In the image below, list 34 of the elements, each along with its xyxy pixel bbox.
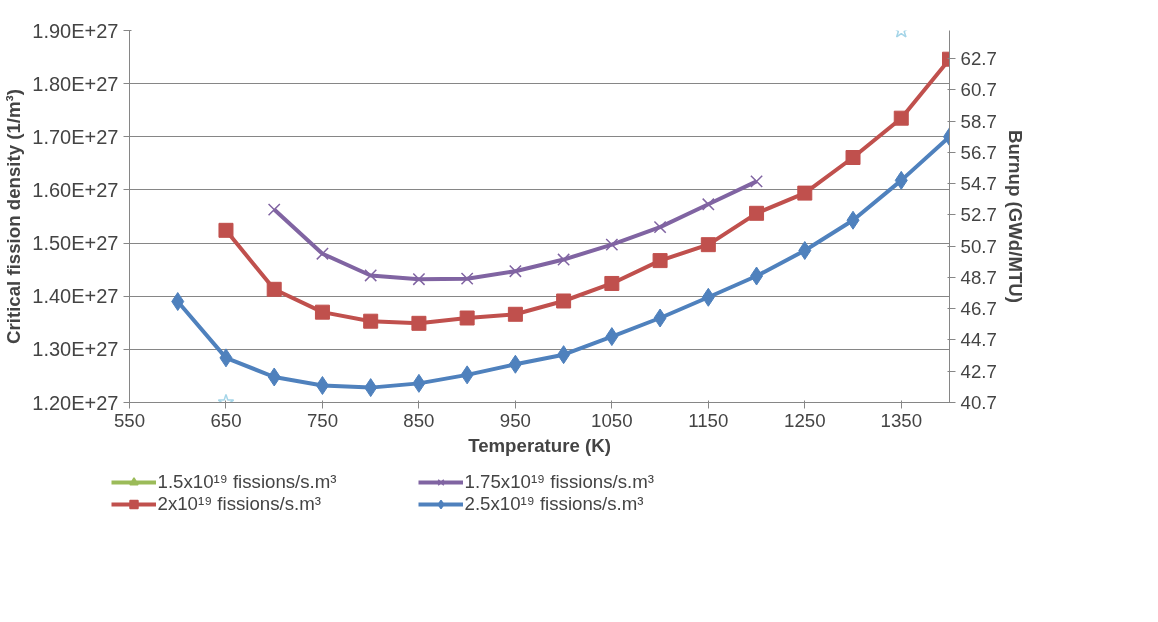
- y-tick-label: 1.30E+27: [32, 338, 119, 361]
- x-tick-label: 850: [403, 409, 435, 431]
- y2-tick-label: 60.7: [960, 79, 997, 101]
- y2-tick-label: 50.7: [960, 235, 997, 257]
- y-tick-label: 1.70E+27: [32, 125, 119, 148]
- y2-tick-label: 52.7: [960, 204, 997, 226]
- y2-tick-label: 42.7: [960, 360, 997, 382]
- y-tick-label: 1.60E+27: [32, 178, 119, 201]
- x-tick-label: 650: [210, 409, 242, 431]
- legend-label: 2.5x10¹⁹ fissions/s.m³: [464, 493, 645, 515]
- y2-tick-label: 62.7: [960, 48, 997, 70]
- x-tick-label: 1350: [880, 409, 923, 431]
- x-tick-label: 1250: [784, 409, 826, 431]
- y-tick-label: 1.50E+27: [32, 232, 119, 255]
- y2-tick-label: 40.7: [960, 392, 997, 413]
- legend-label: 1.5x10¹⁹ fissions/s.m³: [157, 471, 338, 493]
- y2-tick-label: 54.7: [960, 173, 997, 195]
- y2-axis-title: Burnup (GWd/MTU): [1004, 129, 1026, 304]
- y2-tick-label: 58.7: [960, 110, 997, 132]
- y2-tick-label: 56.7: [960, 141, 997, 163]
- legend-label: 1.75x10¹⁹ fissions/s.m³: [464, 471, 655, 493]
- y2-tick-label: 48.7: [960, 266, 997, 288]
- x-axis-title: Temperature (K): [468, 434, 611, 456]
- y-tick-label: 1.40E+27: [32, 285, 119, 308]
- x-tick-label: 1050: [591, 409, 633, 431]
- x-tick-label: 750: [306, 409, 339, 431]
- y2-tick-label: 44.7: [960, 329, 997, 351]
- y2-tick-label: 46.7: [960, 298, 997, 320]
- y-tick-label: 1.80E+27: [32, 72, 119, 95]
- x-tick-label: 1150: [688, 409, 729, 431]
- y-tick-label: 1.90E+27: [32, 19, 119, 42]
- legend-label: 2x10¹⁹ fissions/s.m³: [157, 493, 322, 515]
- x-tick-label: 950: [499, 409, 531, 431]
- y-axis-title: Critical fission density (1/m³): [3, 88, 25, 345]
